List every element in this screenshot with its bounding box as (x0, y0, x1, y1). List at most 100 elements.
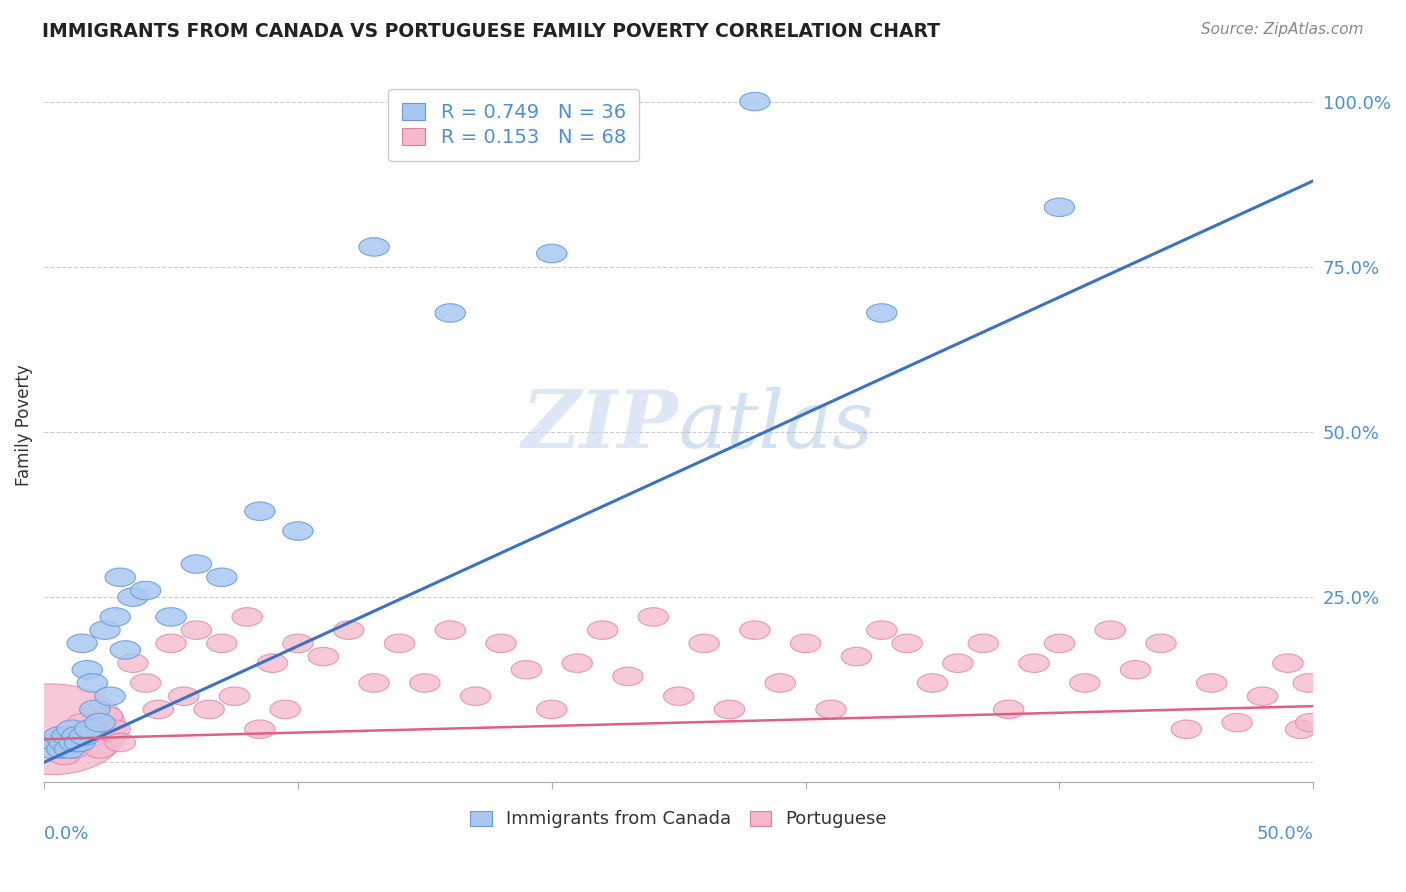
Ellipse shape (49, 733, 80, 752)
Ellipse shape (143, 700, 173, 719)
Ellipse shape (537, 700, 567, 719)
Ellipse shape (257, 654, 288, 673)
Ellipse shape (232, 607, 263, 626)
Ellipse shape (638, 607, 668, 626)
Ellipse shape (562, 654, 592, 673)
Ellipse shape (245, 502, 276, 520)
Ellipse shape (891, 634, 922, 653)
Ellipse shape (689, 634, 720, 653)
Ellipse shape (84, 714, 115, 732)
Ellipse shape (52, 727, 82, 745)
Ellipse shape (1285, 720, 1316, 739)
Ellipse shape (156, 634, 186, 653)
Ellipse shape (588, 621, 617, 640)
Ellipse shape (194, 700, 225, 719)
Ellipse shape (1197, 673, 1227, 692)
Ellipse shape (118, 654, 148, 673)
Ellipse shape (156, 607, 186, 626)
Ellipse shape (80, 700, 110, 719)
Ellipse shape (169, 687, 200, 706)
Ellipse shape (664, 687, 695, 706)
Ellipse shape (1222, 714, 1253, 732)
Ellipse shape (55, 739, 84, 758)
Ellipse shape (67, 634, 97, 653)
Ellipse shape (46, 739, 77, 758)
Ellipse shape (56, 720, 87, 739)
Ellipse shape (1247, 687, 1278, 706)
Ellipse shape (0, 684, 127, 774)
Ellipse shape (1095, 621, 1125, 640)
Ellipse shape (1121, 661, 1152, 679)
Ellipse shape (460, 687, 491, 706)
Ellipse shape (1019, 654, 1049, 673)
Ellipse shape (333, 621, 364, 640)
Ellipse shape (384, 634, 415, 653)
Ellipse shape (790, 634, 821, 653)
Text: atlas: atlas (679, 386, 875, 464)
Ellipse shape (69, 727, 100, 745)
Ellipse shape (65, 733, 94, 752)
Ellipse shape (59, 733, 90, 752)
Ellipse shape (93, 706, 122, 725)
Ellipse shape (44, 733, 75, 752)
Ellipse shape (359, 673, 389, 692)
Ellipse shape (1146, 634, 1177, 653)
Ellipse shape (131, 673, 160, 692)
Ellipse shape (841, 648, 872, 665)
Ellipse shape (118, 588, 148, 607)
Ellipse shape (75, 720, 105, 739)
Ellipse shape (207, 568, 238, 587)
Ellipse shape (207, 634, 238, 653)
Ellipse shape (42, 733, 72, 752)
Ellipse shape (1070, 673, 1099, 692)
Ellipse shape (49, 747, 80, 765)
Ellipse shape (105, 733, 135, 752)
Ellipse shape (59, 739, 90, 758)
Ellipse shape (100, 720, 131, 739)
Text: 50.0%: 50.0% (1257, 825, 1313, 843)
Ellipse shape (270, 700, 301, 719)
Ellipse shape (1272, 654, 1303, 673)
Ellipse shape (815, 700, 846, 719)
Ellipse shape (359, 237, 389, 256)
Ellipse shape (1045, 634, 1074, 653)
Ellipse shape (434, 304, 465, 322)
Ellipse shape (94, 687, 125, 706)
Y-axis label: Family Poverty: Family Poverty (15, 365, 32, 486)
Ellipse shape (866, 304, 897, 322)
Ellipse shape (740, 621, 770, 640)
Ellipse shape (308, 648, 339, 665)
Ellipse shape (105, 568, 135, 587)
Ellipse shape (84, 739, 115, 758)
Ellipse shape (283, 522, 314, 541)
Ellipse shape (434, 621, 465, 640)
Ellipse shape (90, 621, 121, 640)
Ellipse shape (110, 640, 141, 659)
Ellipse shape (37, 739, 67, 758)
Ellipse shape (613, 667, 643, 686)
Ellipse shape (181, 621, 212, 640)
Ellipse shape (55, 727, 84, 745)
Ellipse shape (765, 673, 796, 692)
Ellipse shape (62, 727, 93, 745)
Ellipse shape (409, 673, 440, 692)
Ellipse shape (994, 700, 1024, 719)
Ellipse shape (44, 727, 75, 745)
Ellipse shape (67, 714, 97, 732)
Ellipse shape (77, 673, 108, 692)
Ellipse shape (219, 687, 250, 706)
Legend: Immigrants from Canada, Portuguese: Immigrants from Canada, Portuguese (461, 801, 896, 838)
Ellipse shape (1294, 673, 1323, 692)
Text: Source: ZipAtlas.com: Source: ZipAtlas.com (1201, 22, 1364, 37)
Ellipse shape (245, 720, 276, 739)
Ellipse shape (80, 727, 110, 745)
Ellipse shape (75, 720, 105, 739)
Text: 0.0%: 0.0% (44, 825, 90, 843)
Text: IMMIGRANTS FROM CANADA VS PORTUGUESE FAMILY POVERTY CORRELATION CHART: IMMIGRANTS FROM CANADA VS PORTUGUESE FAM… (42, 22, 941, 41)
Ellipse shape (866, 621, 897, 640)
Ellipse shape (537, 244, 567, 263)
Ellipse shape (917, 673, 948, 692)
Ellipse shape (942, 654, 973, 673)
Ellipse shape (283, 634, 314, 653)
Ellipse shape (131, 582, 160, 599)
